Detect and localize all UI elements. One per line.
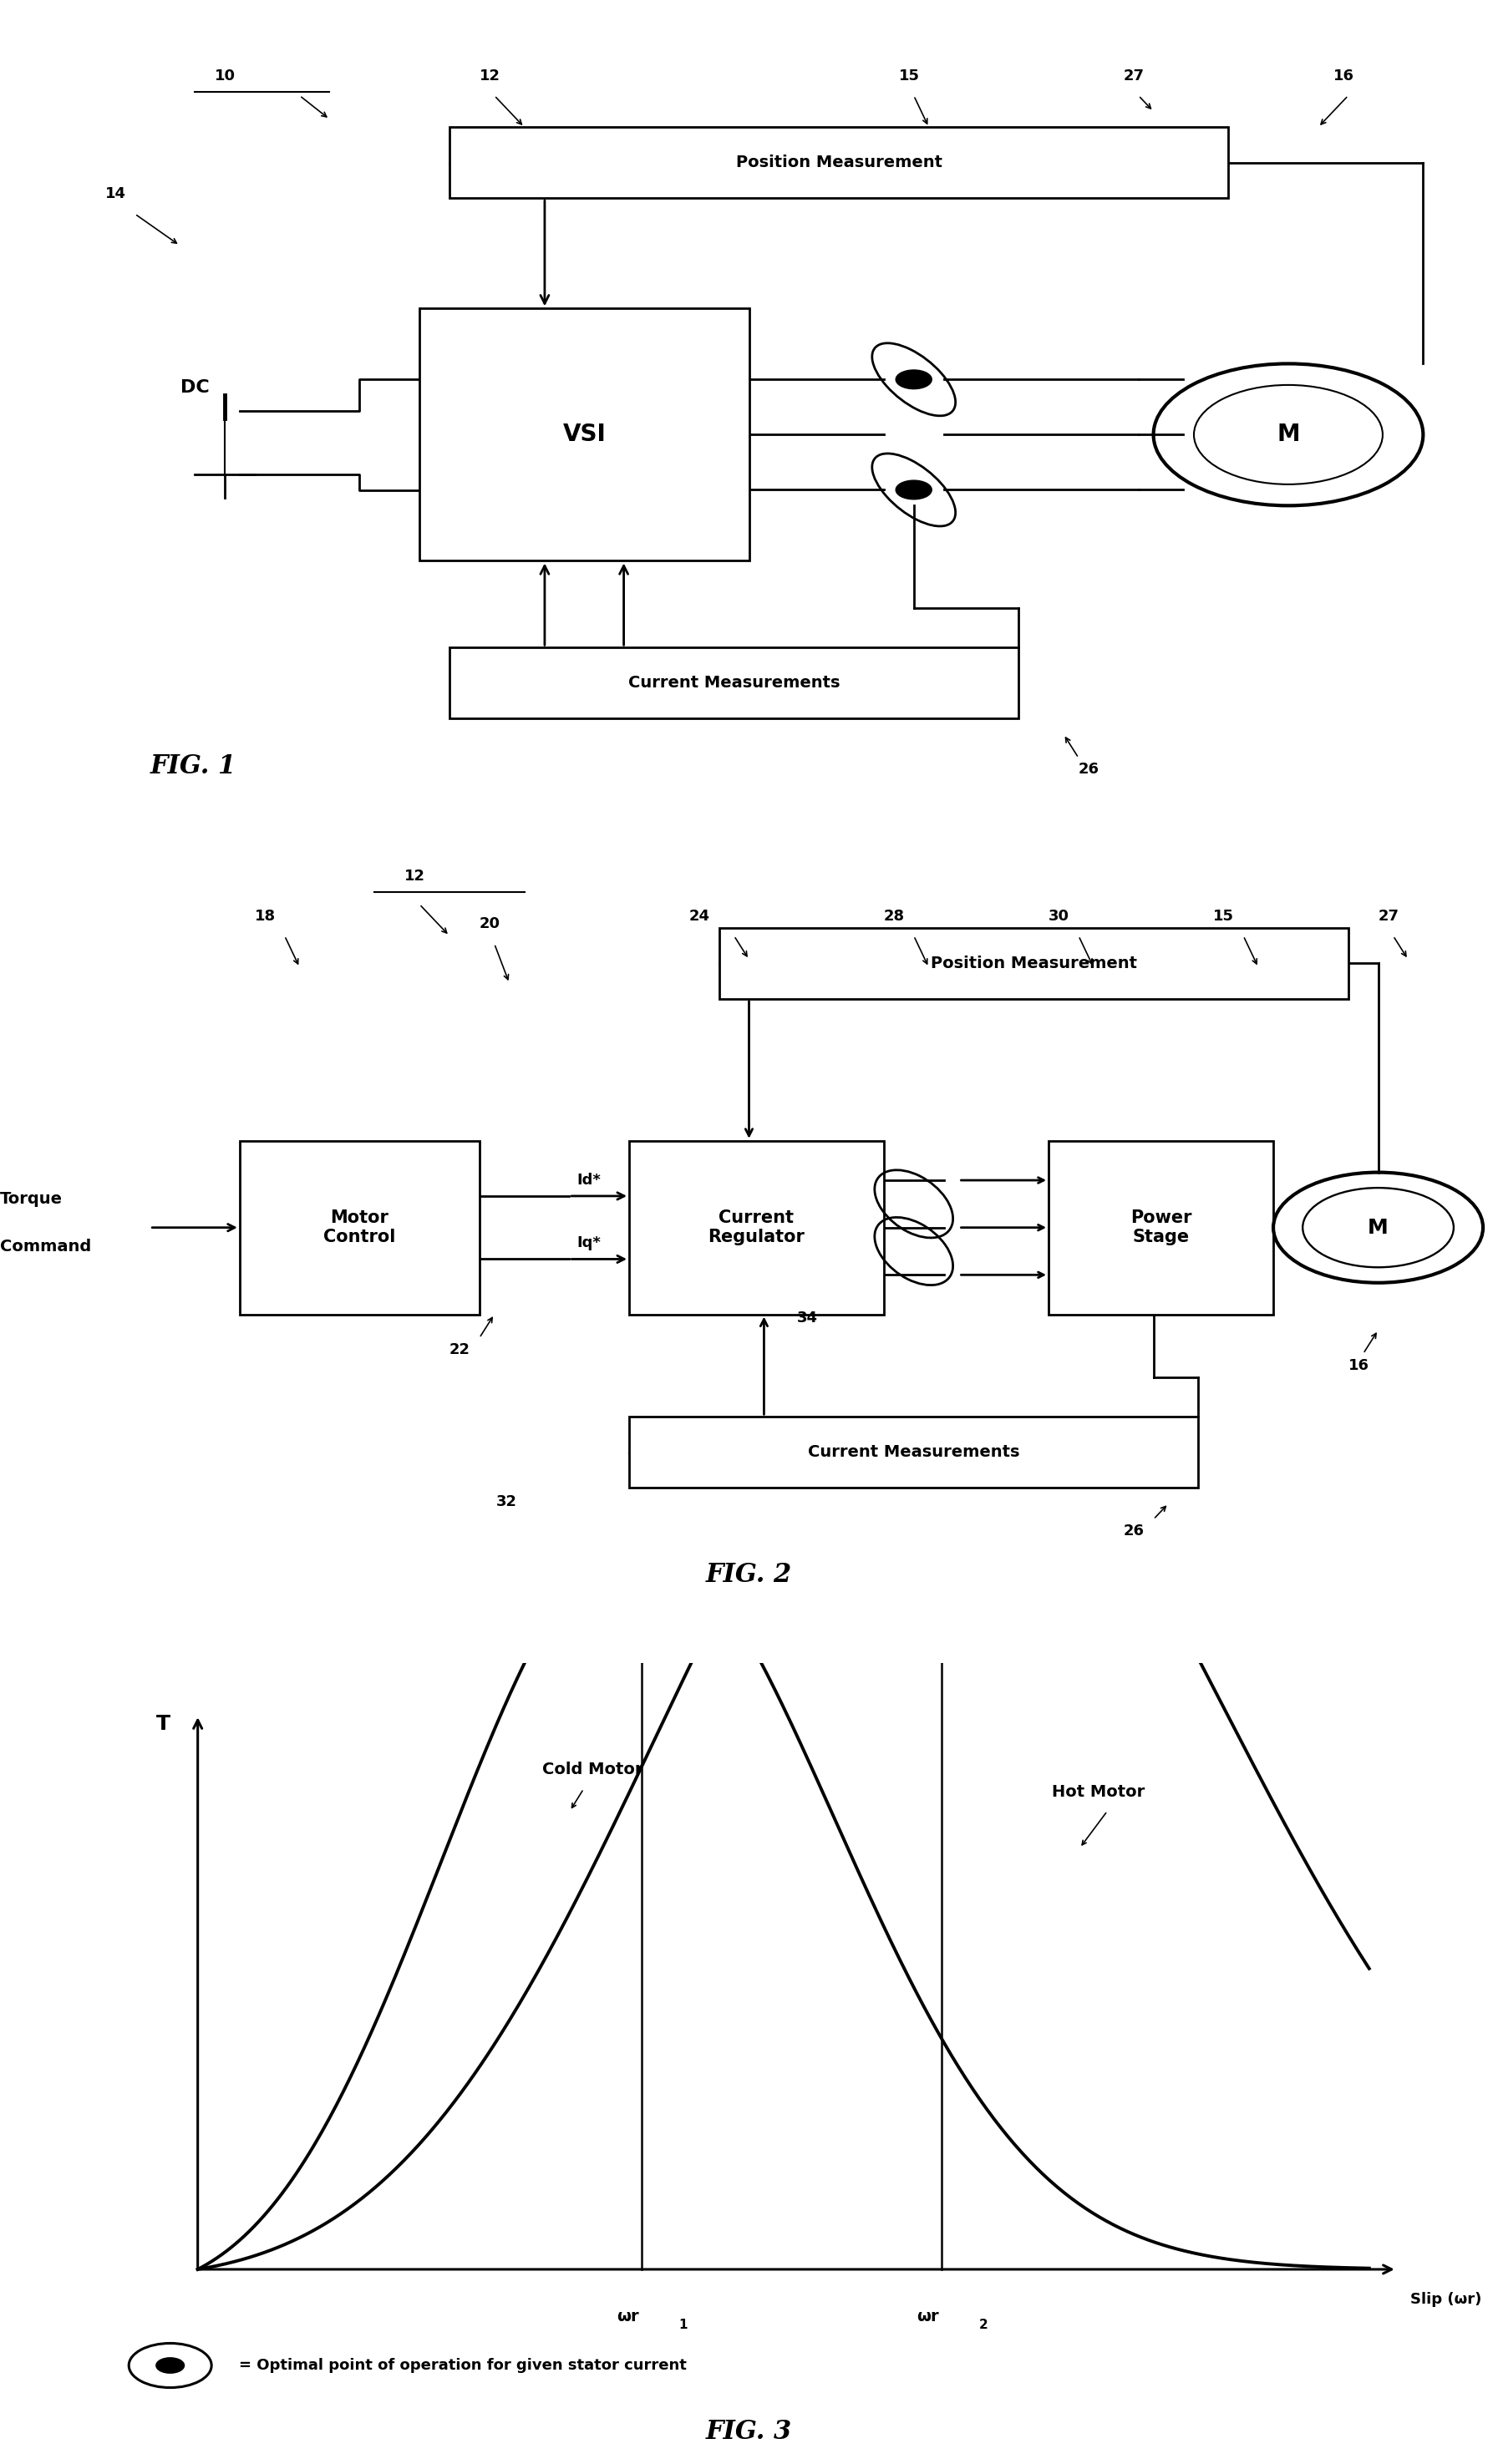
Text: Current
Regulator: Current Regulator <box>709 1210 804 1247</box>
Bar <box>240 1141 479 1313</box>
Bar <box>419 308 749 562</box>
Text: 20: 20 <box>479 917 500 931</box>
Text: Power
Stage: Power Stage <box>1131 1210 1191 1247</box>
Bar <box>629 1141 884 1313</box>
Text: VSI: VSI <box>563 424 605 446</box>
Text: Hot Motor: Hot Motor <box>1052 1784 1144 1799</box>
Text: 12: 12 <box>479 69 500 84</box>
Bar <box>1049 1141 1273 1313</box>
Text: 16: 16 <box>1348 1358 1369 1372</box>
Text: Command: Command <box>0 1239 91 1254</box>
Text: 24: 24 <box>689 909 710 924</box>
Text: 2: 2 <box>978 2319 987 2331</box>
Text: 14: 14 <box>105 187 126 202</box>
Text: Torque: Torque <box>0 1193 63 1207</box>
Text: 27: 27 <box>1124 69 1144 84</box>
Text: 15: 15 <box>899 69 920 84</box>
Text: FIG. 2: FIG. 2 <box>706 1562 792 1589</box>
Text: T: T <box>156 1715 171 1735</box>
Text: Position Measurement: Position Measurement <box>736 155 942 170</box>
Text: 26: 26 <box>1079 761 1100 776</box>
Bar <box>719 929 1348 998</box>
Text: 15: 15 <box>1213 909 1234 924</box>
Text: Id*: Id* <box>577 1173 601 1188</box>
Text: ωr: ωr <box>917 2309 939 2324</box>
Text: Position Measurement: Position Measurement <box>930 956 1137 971</box>
Text: Slip (ωr): Slip (ωr) <box>1411 2292 1482 2306</box>
Text: 18: 18 <box>255 909 276 924</box>
Text: FIG. 3: FIG. 3 <box>706 2420 792 2444</box>
Circle shape <box>896 370 932 389</box>
Circle shape <box>625 1525 658 1545</box>
Text: 32: 32 <box>496 1493 517 1508</box>
Bar <box>449 648 1019 719</box>
Text: Current Measurements: Current Measurements <box>807 1444 1020 1461</box>
Bar <box>629 1417 1198 1488</box>
Text: 16: 16 <box>1333 69 1354 84</box>
Circle shape <box>896 480 932 500</box>
Text: M: M <box>1368 1217 1389 1237</box>
Text: = Optimal point of operation for given stator current: = Optimal point of operation for given s… <box>240 2358 686 2373</box>
Text: 30: 30 <box>1049 909 1070 924</box>
Text: 28: 28 <box>884 909 905 924</box>
Text: ωr: ωr <box>617 2309 638 2324</box>
Text: 1: 1 <box>679 2319 688 2331</box>
Text: Motor
Control: Motor Control <box>324 1210 395 1247</box>
Text: Cold Motor: Cold Motor <box>542 1762 643 1777</box>
Text: 34: 34 <box>797 1311 818 1326</box>
Text: Iq*: Iq* <box>577 1234 601 1252</box>
Text: 12: 12 <box>404 870 425 885</box>
Circle shape <box>156 2358 184 2373</box>
Bar <box>449 128 1228 197</box>
Circle shape <box>926 1343 959 1360</box>
Text: 26: 26 <box>1124 1523 1144 1538</box>
Text: FIG. 1: FIG. 1 <box>150 754 237 779</box>
Text: 10: 10 <box>214 69 235 84</box>
Text: 22: 22 <box>449 1343 470 1358</box>
Text: 27: 27 <box>1378 909 1399 924</box>
Text: M: M <box>1276 424 1300 446</box>
Text: Current Measurements: Current Measurements <box>628 675 840 690</box>
Text: DC: DC <box>180 379 210 397</box>
